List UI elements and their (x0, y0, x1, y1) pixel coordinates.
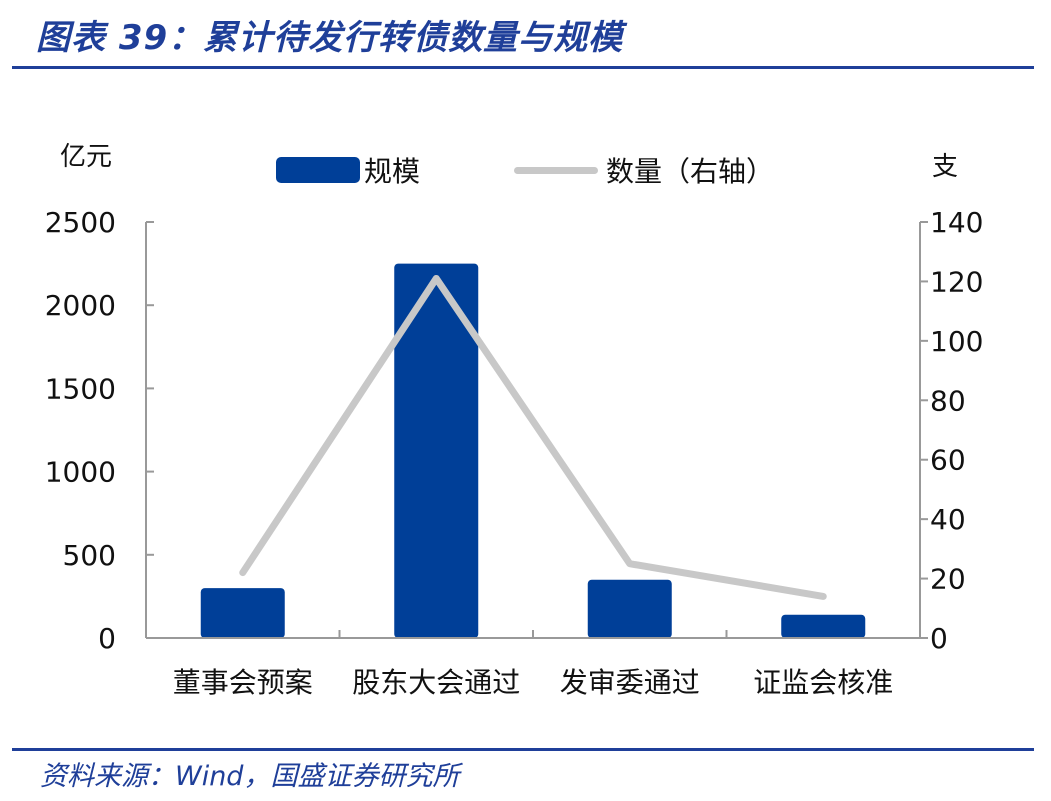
legend-line-label: 数量（右轴） (606, 155, 775, 188)
legend-line-swatch (514, 166, 598, 174)
source-divider (12, 748, 1034, 751)
left-tick-label-2: 1000 (45, 456, 116, 489)
chart-canvas: 0 500 1000 1500 2000 2500 0 20 40 60 80 100 120 140 董事… (45, 206, 984, 699)
bar-3 (781, 614, 866, 638)
left-tick-label-3: 1500 (45, 372, 116, 405)
right-tick-label-4: 80 (930, 384, 966, 417)
right-axis-unit: 支 (932, 152, 959, 182)
right-tick-label-3: 60 (930, 444, 966, 477)
left-tick-label-5: 2500 (45, 206, 116, 239)
legend-item-line: 数量（右轴） (514, 150, 774, 190)
bar-0 (200, 588, 285, 638)
right-tick-label-0: 0 (930, 622, 948, 655)
right-tick-label-2: 40 (930, 503, 966, 536)
left-tick-label-0: 0 (98, 622, 116, 655)
x-tick-label-2: 发审委通过 (560, 666, 700, 699)
left-axis-unit: 亿元 (60, 142, 113, 172)
chart-title: 图表 39：累计待发行转债数量与规模 (36, 18, 624, 58)
bar-1 (394, 263, 479, 638)
bar-2 (587, 579, 672, 638)
legend-bar-label: 规模 (364, 155, 421, 188)
title-divider (12, 66, 1034, 69)
x-tick-label-1: 股东大会通过 (352, 666, 520, 699)
right-tick-label-7: 140 (930, 206, 983, 239)
left-tick-label-4: 2000 (45, 289, 116, 322)
x-tick-label-3: 证监会核准 (753, 666, 893, 699)
right-tick-label-6: 120 (930, 265, 983, 298)
left-tick-label-1: 500 (63, 539, 116, 572)
right-tick-label-1: 20 (930, 563, 966, 596)
line-series-count (239, 274, 827, 600)
right-tick-label-5: 100 (930, 325, 983, 358)
legend-bar-swatch (276, 157, 360, 183)
x-tick-label-0: 董事会预案 (173, 666, 313, 699)
legend-item-bar: 规模 (276, 150, 420, 190)
source-note: 资料来源：Wind，国盛证券研究所 (40, 761, 460, 792)
